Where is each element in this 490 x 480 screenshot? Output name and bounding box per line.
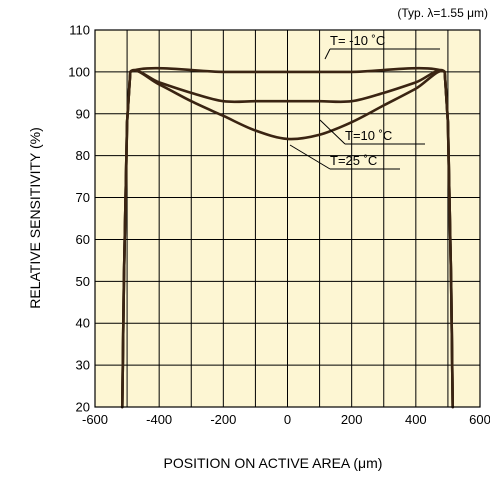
y-tick-label: 20 [76, 400, 90, 415]
x-tick-label: 400 [405, 412, 427, 427]
x-tick-labels: -600 -400 -200 0 200 400 600 [82, 412, 490, 427]
series-lines [120, 66, 455, 409]
y-tick-label: 90 [76, 106, 90, 121]
plot-frame [94, 29, 481, 408]
series-line-2 [120, 68, 455, 409]
y-tick-label: 70 [76, 190, 90, 205]
x-tick-label: 200 [341, 412, 363, 427]
series-label-2: T=10 ˚C [345, 128, 392, 143]
y-tick-label: 80 [76, 148, 90, 163]
wavelength-note: (Typ. λ=1.55 μm) [397, 6, 488, 20]
y-tick-label: 60 [76, 232, 90, 247]
series-label-1: T= -10 ˚C [330, 33, 385, 48]
x-axis-title: POSITION ON ACTIVE AREA (μm) [164, 455, 383, 471]
series-label-leader [324, 48, 331, 60]
series-label-3: T=25 ˚C [330, 153, 377, 168]
series-label-leader [319, 119, 346, 145]
label-leaders [289, 48, 440, 170]
x-tick-label: 600 [469, 412, 490, 427]
x-tick-label: -200 [210, 412, 236, 427]
x-tick-label: -600 [82, 412, 108, 427]
series-line-1 [120, 66, 455, 409]
y-tick-label: 100 [68, 64, 90, 79]
y-tick-label: 40 [76, 316, 90, 331]
y-axis-title: RELATIVE SENSITIVITY (%) [27, 127, 43, 309]
x-tick-label: -400 [146, 412, 172, 427]
y-tick-label: 50 [76, 274, 90, 289]
x-tick-label: 0 [284, 412, 291, 427]
series-label-leader [289, 144, 331, 170]
y-tick-labels: 20 30 40 50 60 70 80 90 100 110 [68, 23, 90, 415]
series-labels: T= -10 ˚C T=10 ˚C T=25 ˚C [330, 33, 392, 168]
series-line-3 [120, 69, 455, 409]
y-tick-label: 30 [76, 358, 90, 373]
y-tick-label: 110 [69, 23, 90, 38]
